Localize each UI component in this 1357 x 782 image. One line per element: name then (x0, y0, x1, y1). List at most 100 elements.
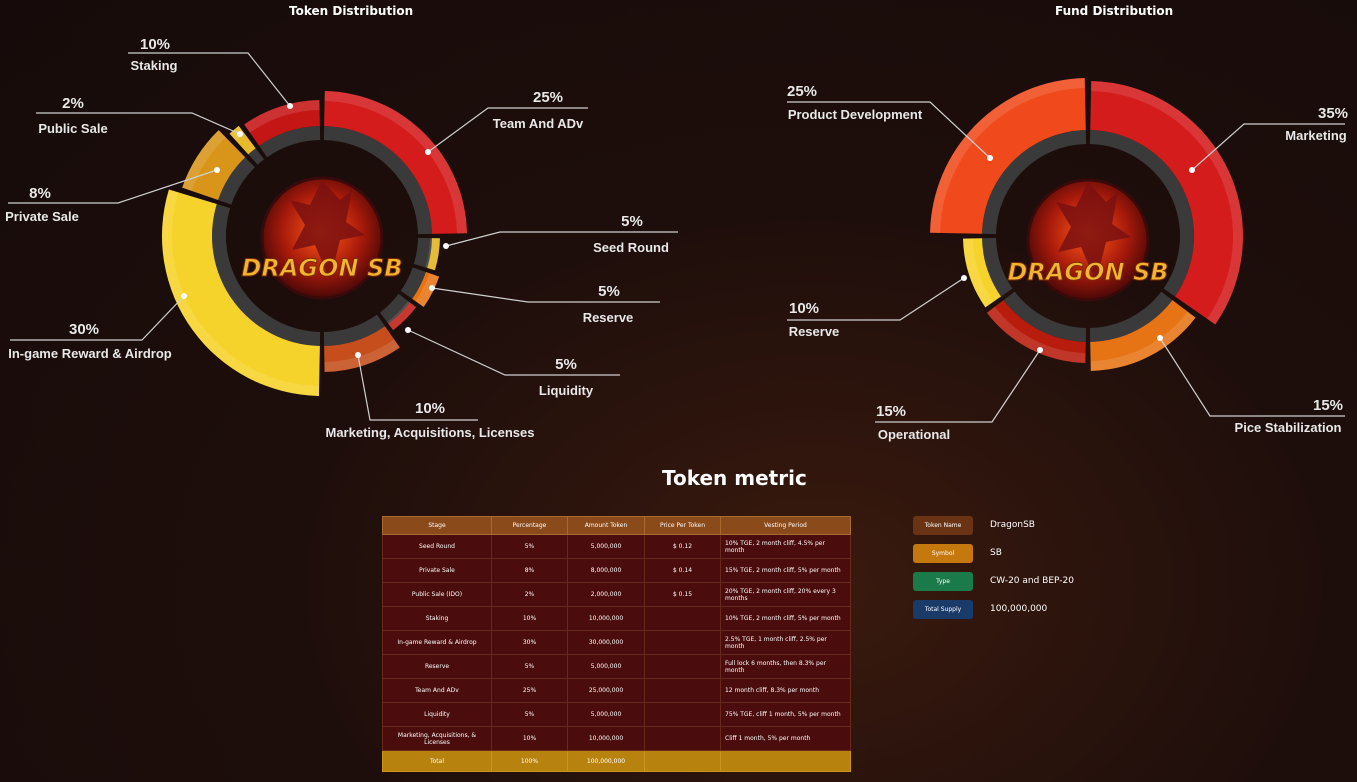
slice-inner-band (413, 237, 432, 268)
cell-stage: Liquidity (382, 702, 492, 727)
slice-inner-band (379, 293, 410, 324)
slice-inner-band (982, 237, 1013, 297)
cell-stage: Seed Round (382, 534, 492, 559)
header-stage: Stage (382, 516, 492, 535)
cell-stage: Team And ADv (382, 678, 492, 703)
cell-price: $ 0.12 (644, 534, 721, 559)
slice-rim (415, 273, 440, 307)
pie-slice (1090, 300, 1196, 371)
slice-percent-label: 15% (1313, 397, 1343, 414)
dragon-logo-right: DRAGON SB (1007, 178, 1169, 302)
slice-percent-label: 10% (789, 300, 819, 317)
cell-stage: Staking (382, 606, 492, 631)
slice-name-label: In-game Reward & Airdrop (8, 346, 172, 361)
pie-slice (963, 238, 1001, 308)
slice-name-label: Public Sale (38, 121, 107, 136)
type-badge: Type (913, 572, 973, 591)
pie-slice (986, 300, 1086, 363)
leader-line (357, 354, 478, 421)
leader-line (36, 112, 241, 135)
cell-price (644, 726, 721, 751)
pie-slice (930, 78, 1086, 234)
cell-price (644, 606, 721, 631)
pie-slice (1090, 81, 1243, 325)
leader-dot (987, 155, 993, 161)
symbol-badge: Symbol (913, 544, 973, 563)
table-row: Staking 10% 10,000,000 10% TGE, 2 month cli… (382, 606, 851, 631)
cell-percentage: 10% (491, 726, 568, 751)
leader-dot (425, 149, 431, 155)
slice-name-label: Liquidity (539, 383, 594, 398)
slice-rim (963, 238, 994, 308)
slice-name-label: Pice Stabilization (1235, 420, 1342, 435)
cell-percentage: 5% (491, 534, 568, 559)
cell-amount: 30,000,000 (567, 630, 645, 655)
token-distribution-donut (161, 91, 467, 396)
slice-percent-label: 25% (533, 89, 563, 106)
slice-inner-band (982, 130, 1087, 235)
cell-price (644, 678, 721, 703)
logo-text-right: DRAGON SB (1007, 258, 1168, 286)
fund-distribution-labels: 35% Marketing 15% Pice Stabilization 15% Oper… (787, 83, 1348, 442)
slice-inner-band (212, 204, 321, 346)
cell-price (644, 630, 721, 655)
total-percentage: 100% (491, 750, 568, 772)
leader-dot (181, 293, 187, 299)
slice-inner-band (259, 126, 321, 158)
cell-vesting: Cliff 1 month, 5% per month (720, 726, 851, 751)
slice-inner-band (1089, 291, 1173, 342)
slice-rim (1090, 311, 1196, 371)
slice-name-label: Team And ADv (493, 116, 584, 131)
slice-percent-label: 30% (69, 321, 99, 338)
cell-price (644, 702, 721, 727)
cell-amount: 10,000,000 (567, 726, 645, 751)
pie-slice (229, 125, 256, 155)
leader-line (875, 349, 1041, 423)
leader-line (8, 169, 218, 204)
slice-name-label: Private Sale (5, 209, 79, 224)
leader-dot (1157, 335, 1163, 341)
token-metric-table: Stage Percentage Amount Token Price Per … (382, 516, 851, 772)
pie-slice (427, 238, 440, 271)
cell-percentage: 8% (491, 558, 568, 583)
cell-amount: 25,000,000 (567, 678, 645, 703)
table-row: Seed Round 5% 5,000,000 $ 0.12 10% TGE, 2 mo… (382, 534, 851, 559)
leader-line (10, 295, 185, 341)
cell-percentage: 30% (491, 630, 568, 655)
cell-percentage: 10% (491, 606, 568, 631)
leader-line (445, 231, 678, 247)
slice-rim (324, 91, 467, 234)
leader-dot (1189, 167, 1195, 173)
leader-line (787, 277, 965, 321)
total-vesting (720, 750, 851, 772)
slice-percent-label: 35% (1318, 105, 1348, 122)
slice-percent-label: 5% (555, 356, 577, 373)
slice-inner-band (218, 157, 255, 205)
cell-percentage: 2% (491, 582, 568, 607)
cell-price: $ 0.14 (644, 558, 721, 583)
pie-slice (388, 302, 417, 331)
slice-name-label: Seed Round (593, 240, 669, 255)
fund-distribution-donut (930, 78, 1243, 371)
leader-dot (961, 275, 967, 281)
cell-vesting: 12 month cliff, 8.3% per month (720, 678, 851, 703)
total-price (644, 750, 721, 772)
leader-dot (355, 352, 361, 358)
pie-slice (324, 91, 467, 234)
cell-stage: Marketing, Acquisitions, & Licenses (382, 726, 492, 751)
leader-dot (287, 103, 293, 109)
type-value: CW-20 and BEP-20 (990, 576, 1074, 586)
pie-slice (412, 271, 440, 307)
slice-percent-label: 10% (140, 36, 170, 53)
slice-rim (986, 306, 1086, 363)
cell-amount: 5,000,000 (567, 534, 645, 559)
slice-rim (244, 100, 320, 133)
leader-line (427, 107, 588, 153)
cell-percentage: 5% (491, 702, 568, 727)
cell-vesting: 20% TGE, 2 month cliff, 20% every 3 mont… (720, 582, 851, 607)
slice-percent-label: 15% (876, 403, 906, 420)
cell-amount: 5,000,000 (567, 654, 645, 679)
leader-line (1191, 123, 1345, 171)
cell-amount: 2,000,000 (567, 582, 645, 607)
slice-percent-label: 10% (415, 400, 445, 417)
